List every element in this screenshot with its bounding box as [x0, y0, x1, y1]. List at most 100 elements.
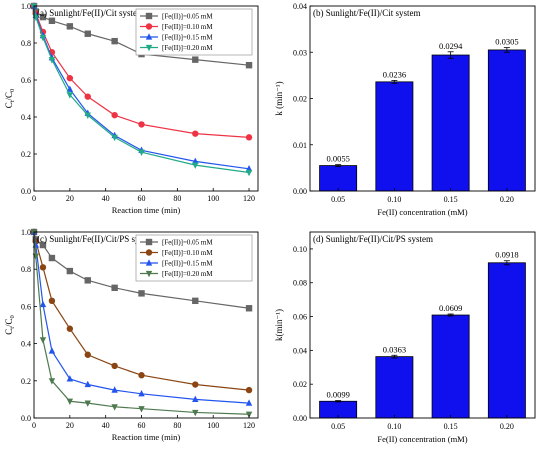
legend-marker [145, 12, 153, 20]
data-point [39, 264, 47, 271]
data-point [84, 112, 91, 119]
data-point [66, 85, 74, 92]
data-point [192, 157, 199, 164]
y-tick-label: 0.04 [293, 346, 307, 355]
y-tick-label: 0.08 [293, 279, 307, 288]
x-tick-label: 20 [66, 194, 74, 203]
data-point [48, 347, 56, 354]
data-point [111, 37, 118, 45]
legend-entry: [Fe(II)]=0.05 mM [162, 13, 213, 21]
x-tick-label: 20 [66, 421, 74, 430]
legend-entry: [Fe(II)]=0.20 mM [162, 44, 213, 52]
data-point [111, 362, 118, 370]
x-tick-label: 80 [173, 194, 181, 203]
y-tick-label: 0.2 [21, 150, 31, 159]
series-line-0 [33, 5, 250, 66]
data-point [138, 290, 145, 297]
plot-frame [309, 231, 536, 419]
series-line-2 [33, 231, 250, 404]
data-point [138, 406, 145, 413]
y-tick-label: 0.4 [21, 340, 31, 349]
data-point [39, 34, 47, 42]
x-axis-label: Reaction time (min) [112, 432, 181, 442]
x-tick-label: 0.15 [444, 422, 458, 431]
data-point [245, 411, 253, 419]
x-tick-label: 60 [138, 421, 146, 430]
y-axis-label: k(min⁻¹) [274, 309, 284, 341]
series-line-1 [33, 5, 250, 138]
data-point [66, 375, 74, 382]
data-point [66, 74, 74, 82]
data-point [39, 337, 47, 344]
legend-marker [145, 238, 153, 246]
data-point [192, 395, 199, 402]
legend-entry: [Fe(II)]=0.15 mM [162, 260, 213, 268]
data-point [192, 162, 199, 169]
y-tick-label: 0.04 [293, 2, 307, 11]
data-point [66, 325, 74, 332]
y-tick-label: 0.6 [21, 302, 31, 311]
x-tick-label: 40 [102, 194, 110, 203]
x-tick-label: 0.20 [500, 195, 514, 204]
panel-title: (d) Sunlight/Fe(II)/Cit/PS system [313, 234, 433, 244]
data-point [84, 30, 91, 37]
data-point [84, 400, 91, 407]
series-line-1 [33, 231, 250, 391]
y-tick-label: 0.03 [293, 48, 307, 57]
y-tick-label: 0.0 [21, 414, 31, 423]
x-tick-label: 0 [32, 421, 36, 430]
plot-frame [33, 5, 259, 192]
legend-marker [145, 33, 153, 40]
data-point [138, 149, 145, 156]
data-point [66, 92, 74, 99]
data-label: 0.0918 [495, 250, 518, 260]
series-line-3 [33, 5, 250, 174]
data-point [192, 297, 199, 305]
bar [319, 165, 358, 192]
data-point [84, 93, 91, 100]
data-point [48, 378, 56, 385]
data-point [111, 404, 118, 411]
data-point [245, 134, 253, 141]
y-axis-label: Ct/C0 [4, 89, 16, 109]
y-tick-label: 0.06 [293, 313, 307, 322]
data-point [138, 121, 145, 128]
panel-title: (a) Sunlight/Fe(II)/Cit system [37, 8, 144, 18]
legend-marker [145, 44, 153, 52]
y-tick-label: 0.2 [21, 377, 31, 386]
series-line-2 [33, 5, 250, 170]
data-label: 0.0099 [326, 390, 349, 400]
y-tick-label: 0.02 [293, 380, 307, 389]
data-point [192, 409, 199, 417]
y-tick-label: 1.0 [21, 228, 31, 237]
data-point [245, 62, 253, 69]
data-point [245, 386, 253, 394]
data-point [48, 254, 56, 262]
data-point [111, 134, 118, 142]
x-tick-label: 0.05 [331, 195, 345, 204]
bar [431, 54, 470, 192]
y-tick-label: 0.6 [21, 76, 31, 85]
data-point [192, 381, 199, 388]
data-point [245, 169, 253, 177]
line-chart-0: 0 20 40 60 80 100 120 0.0 0.2 0.4 0.6 0.8 1.0 Reactio… [4, 2, 259, 215]
data-point [84, 351, 91, 358]
bar [431, 314, 470, 419]
legend-marker [145, 249, 153, 256]
y-tick-label: 0.01 [293, 141, 307, 150]
panel-title: (c) Sunlight/Fe(II)/Cit/PS system [37, 234, 157, 244]
y-axis-label: Ct/C0 [4, 315, 16, 335]
bar-chart-1: 0.0055 0.05 0.0236 0.10 0.0294 0.15 0.0305 0.20… [274, 2, 536, 217]
x-tick-label: 0.15 [444, 195, 458, 204]
x-tick-label: 0.20 [500, 422, 514, 431]
y-tick-label: 0.10 [293, 245, 307, 254]
data-point [111, 111, 118, 119]
data-point [111, 284, 118, 291]
data-label: 0.0305 [495, 37, 518, 47]
legend-entry: [Fe(II)]=0.10 mM [162, 23, 213, 31]
y-tick-label: 0.00 [293, 414, 307, 423]
bar [487, 49, 526, 192]
data-label: 0.0609 [439, 303, 462, 313]
bar [375, 81, 414, 192]
